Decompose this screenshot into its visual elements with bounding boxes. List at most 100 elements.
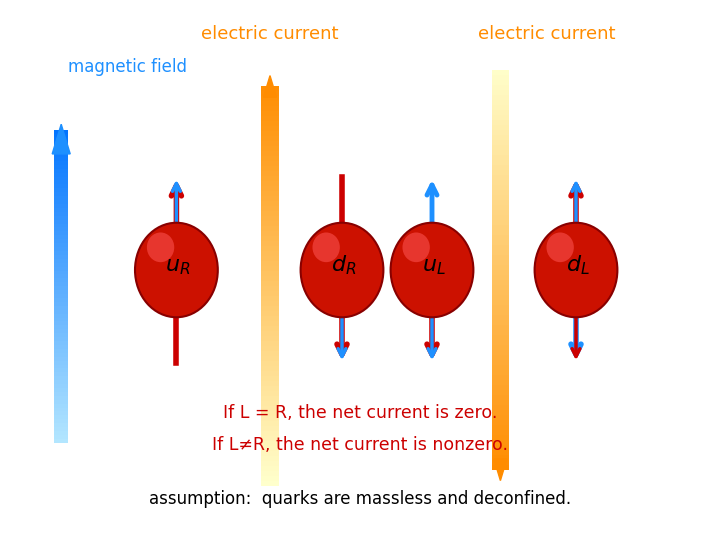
Bar	[54, 396, 68, 400]
Bar	[492, 175, 509, 180]
Bar	[261, 441, 279, 446]
Bar	[492, 415, 509, 420]
Bar	[261, 251, 279, 256]
Ellipse shape	[147, 232, 174, 262]
Bar	[54, 302, 68, 306]
Bar	[54, 239, 68, 243]
Bar	[492, 365, 509, 370]
Bar	[492, 300, 509, 305]
Bar	[54, 255, 68, 259]
Bar	[54, 298, 68, 302]
Bar	[54, 408, 68, 411]
Bar	[261, 241, 279, 246]
Bar	[54, 149, 68, 153]
Bar	[261, 161, 279, 166]
Bar	[492, 380, 509, 385]
Bar	[261, 466, 279, 471]
Bar	[54, 318, 68, 321]
Bar	[261, 276, 279, 281]
Bar	[492, 280, 509, 285]
Bar	[492, 435, 509, 440]
Bar	[54, 388, 68, 392]
Bar	[492, 185, 509, 190]
Bar	[54, 278, 68, 282]
Bar	[54, 329, 68, 333]
Bar	[261, 451, 279, 456]
Bar	[492, 410, 509, 415]
Bar	[492, 160, 509, 165]
Bar	[492, 205, 509, 210]
Bar	[261, 376, 279, 381]
Bar	[492, 115, 509, 120]
Bar	[261, 386, 279, 391]
Bar	[54, 368, 68, 373]
Bar	[492, 240, 509, 245]
Bar	[261, 411, 279, 416]
Bar	[492, 420, 509, 425]
Bar	[492, 450, 509, 455]
Bar	[261, 201, 279, 206]
Bar	[492, 150, 509, 155]
Bar	[54, 282, 68, 286]
Bar	[492, 180, 509, 185]
Bar	[54, 274, 68, 279]
Bar	[261, 256, 279, 261]
Text: If L = R, the net current is zero.: If L = R, the net current is zero.	[222, 404, 498, 422]
Bar	[492, 215, 509, 220]
Bar	[492, 250, 509, 255]
Bar	[261, 171, 279, 176]
Bar	[261, 146, 279, 151]
Bar	[492, 315, 509, 320]
Ellipse shape	[391, 222, 474, 317]
Bar	[54, 231, 68, 235]
Bar	[54, 404, 68, 408]
Bar	[261, 211, 279, 216]
Bar	[54, 251, 68, 255]
Bar	[492, 210, 509, 215]
Bar	[261, 166, 279, 171]
Text: electric current: electric current	[479, 25, 616, 43]
Bar	[54, 188, 68, 192]
Bar	[492, 270, 509, 275]
Bar	[492, 165, 509, 170]
Bar	[54, 137, 68, 141]
Bar	[54, 153, 68, 157]
Text: $u_R$: $u_R$	[165, 255, 191, 276]
Bar	[54, 373, 68, 376]
Bar	[54, 419, 68, 423]
Bar	[54, 173, 68, 177]
Bar	[54, 247, 68, 251]
Bar	[492, 390, 509, 395]
Bar	[492, 130, 509, 135]
Bar	[492, 285, 509, 290]
Ellipse shape	[534, 222, 618, 317]
Bar	[492, 350, 509, 355]
Bar	[492, 425, 509, 430]
Bar	[492, 340, 509, 345]
Bar	[54, 141, 68, 145]
Bar	[261, 291, 279, 296]
Bar	[54, 435, 68, 439]
Bar	[492, 400, 509, 405]
Bar	[261, 226, 279, 231]
Bar	[492, 460, 509, 465]
Bar	[261, 186, 279, 191]
Bar	[54, 423, 68, 427]
Bar	[261, 141, 279, 146]
Bar	[261, 481, 279, 486]
Bar	[54, 431, 68, 435]
Bar	[261, 371, 279, 376]
Bar	[261, 137, 279, 141]
Bar	[492, 95, 509, 100]
Bar	[54, 337, 68, 341]
Bar	[261, 326, 279, 331]
Bar	[54, 353, 68, 356]
Bar	[261, 176, 279, 181]
Bar	[261, 341, 279, 346]
Bar	[54, 306, 68, 309]
Bar	[261, 231, 279, 237]
Bar	[54, 177, 68, 180]
Bar	[261, 216, 279, 221]
Bar	[492, 290, 509, 295]
Bar	[261, 436, 279, 441]
